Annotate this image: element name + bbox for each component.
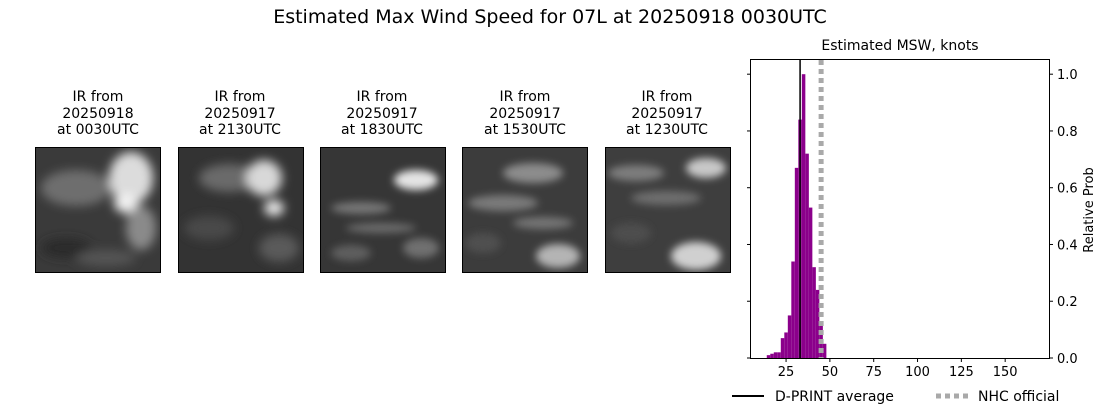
x-tick-label: 75 (865, 365, 882, 380)
x-axis: 25 50 75 100 125 150 (778, 358, 1018, 380)
histogram-bar (801, 74, 806, 358)
histogram-bar (766, 355, 771, 358)
histogram-bar (805, 153, 809, 358)
y-tick-label: 0.4 (1057, 238, 1078, 253)
ir-image-4 (462, 147, 588, 273)
histogram-bar (808, 207, 813, 358)
legend: D-PRINT average NHC official (732, 389, 1059, 405)
chart-title: Estimated MSW, knots (821, 38, 978, 54)
figure-title: Estimated Max Wind Speed for 07L at 2025… (273, 6, 827, 28)
ir-panel-4: IR from 20250917 at 1530UTC (455, 89, 595, 139)
x-tick-label: 25 (778, 365, 795, 380)
reference-lines (799, 60, 824, 358)
ir-panel-2-title: IR from 20250917 at 2130UTC (199, 89, 281, 138)
plot-frame (750, 59, 1050, 359)
legend-nhc-label: NHC official (978, 389, 1059, 405)
histogram-bars (766, 74, 827, 358)
ir-panel-3: IR from 20250917 at 1830UTC (312, 89, 452, 139)
ir-image-1 (35, 147, 161, 273)
y-tick-label: 1.0 (1057, 68, 1078, 83)
ir-image-2 (178, 147, 304, 273)
x-tick-label: 150 (993, 365, 1018, 380)
histogram-bar (773, 352, 778, 358)
ir-image-3 (320, 147, 446, 273)
histogram-bar (784, 332, 788, 358)
histogram-bar (822, 343, 827, 358)
histogram-bar (794, 167, 799, 358)
y-tick-label: 0.8 (1057, 125, 1078, 140)
histogram-bar (815, 289, 820, 358)
ir-panel-1-title: IR from 20250918 at 0030UTC (57, 89, 139, 138)
histogram-bar (787, 315, 792, 358)
histogram-bar (791, 261, 795, 358)
histogram-bar (770, 353, 774, 358)
ir-image-5 (605, 147, 731, 273)
y-tick-label: 0.0 (1057, 352, 1078, 367)
y-axis: 0.0 0.2 0.4 0.6 0.8 1.0 (747, 68, 1078, 367)
y-axis-label: Relative Prob (1082, 167, 1097, 252)
histogram-bar (812, 267, 816, 358)
x-tick-label: 50 (822, 365, 839, 380)
ir-panel-5-title: IR from 20250917 at 1230UTC (626, 89, 708, 138)
ir-panel-5: IR from 20250917 at 1230UTC (597, 89, 737, 139)
ir-panel-1: IR from 20250918 at 0030UTC (28, 89, 168, 139)
ir-panel-2: IR from 20250917 at 2130UTC (170, 89, 310, 139)
x-tick-label: 125 (949, 365, 974, 380)
y-tick-label: 0.2 (1057, 295, 1078, 310)
legend-dprint-label: D-PRINT average (775, 389, 894, 405)
y-tick-label: 0.6 (1057, 182, 1078, 197)
histogram-bar (780, 338, 785, 358)
ir-panel-3-title: IR from 20250917 at 1830UTC (341, 89, 423, 138)
histogram-bar (777, 352, 781, 358)
x-tick-label: 100 (905, 365, 930, 380)
ir-panel-4-title: IR from 20250917 at 1530UTC (484, 89, 566, 138)
